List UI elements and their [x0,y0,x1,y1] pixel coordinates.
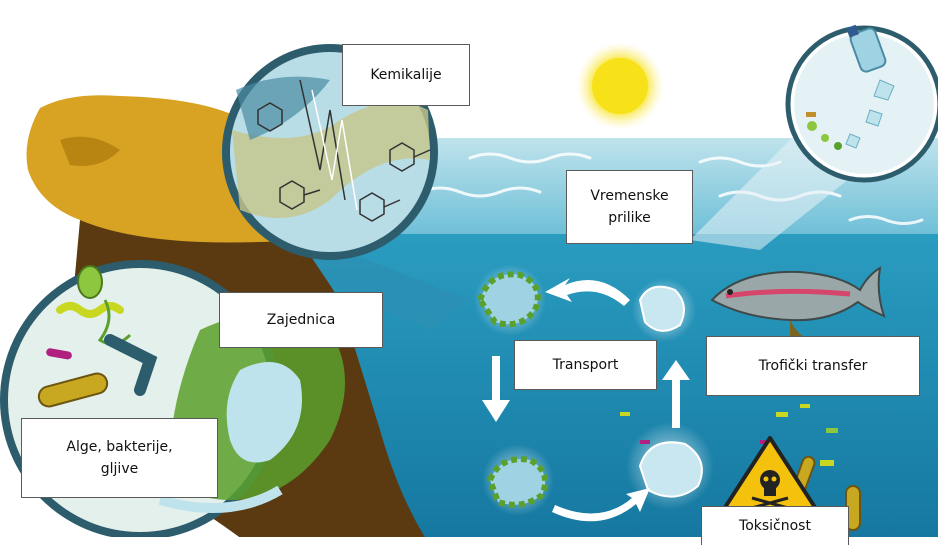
label-alge-bakterije-gljive: Alge, bakterije, gljive [21,418,218,498]
label-troficki-transfer-text: Trofički transfer [758,358,868,374]
bottom-margin [0,537,938,545]
toxic-particles [620,404,861,531]
label-kemikalije-text: Kemikalije [370,67,442,83]
microbe-icon [37,265,158,408]
label-transport-text: Transport [552,357,619,373]
label-kemikalije: Kemikalije [342,44,470,106]
biofilm-core [226,362,302,463]
cycle-arrows [482,278,690,522]
chemical-band [232,102,430,218]
label-alge-bakterije-gljive-text: Alge, bakterije, gljive [66,439,173,477]
cliff-shadow [60,136,120,166]
label-vremenske-prilike-text: Vremenske prilike [590,188,669,226]
label-zajednica-text: Zajednica [266,312,336,328]
arrow-up [662,360,690,428]
label-toksicnost-text: Toksičnost [739,518,811,534]
molecule-structures [257,79,431,222]
label-transport: Transport [514,340,657,390]
bottle-icon [806,24,895,150]
arrow-right [552,488,650,522]
label-toksicnost: Toksičnost [701,506,849,545]
transport-cloud-2 [632,278,696,342]
biofilm-base [158,485,283,513]
transport-cloud-1 [474,264,546,336]
label-vremenske-prilike: Vremenske prilike [566,170,693,244]
label-troficki-transfer: Trofički transfer [706,336,920,396]
transport-cloud-3 [482,444,554,516]
bottle-zoom-fill [794,34,934,174]
sun-icon [592,58,648,114]
label-zajednica: Zajednica [219,292,383,348]
arrow-left [545,278,630,306]
arrow-down [482,356,510,422]
